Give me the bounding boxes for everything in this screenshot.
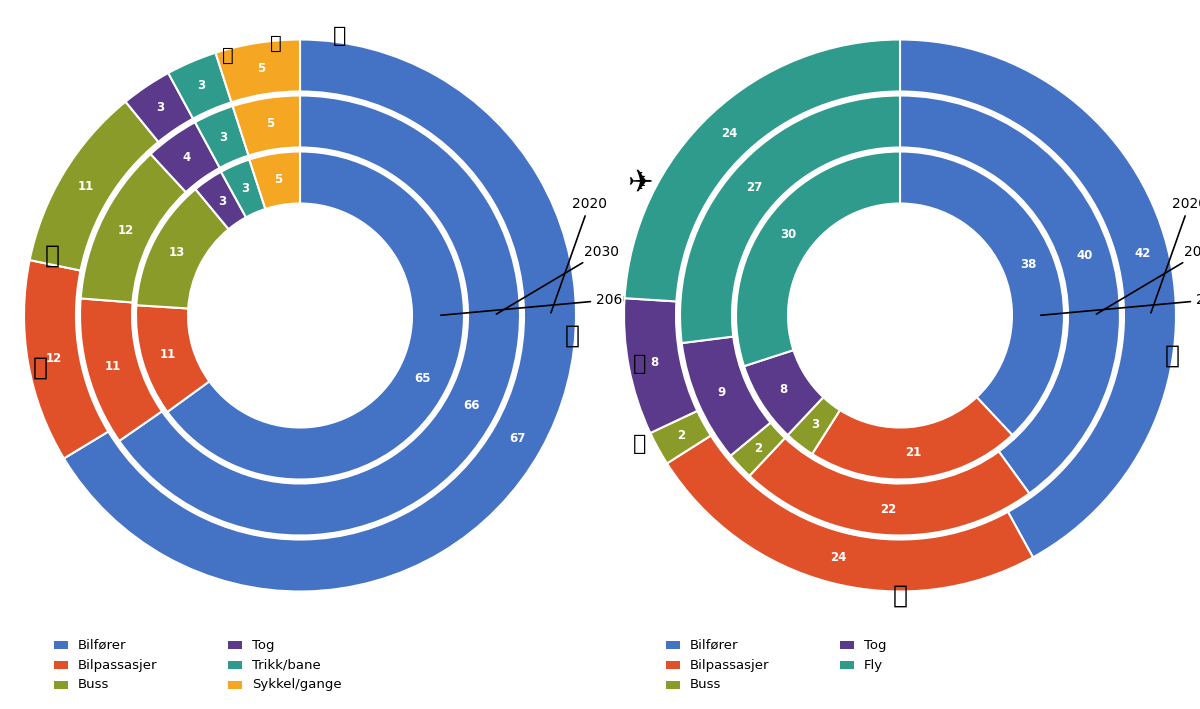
Wedge shape [680, 96, 900, 343]
Wedge shape [136, 305, 209, 412]
Text: 🚲: 🚲 [334, 26, 347, 45]
Wedge shape [900, 40, 1176, 557]
Text: Buss: Buss [690, 679, 721, 691]
Text: 22: 22 [880, 503, 896, 515]
Wedge shape [744, 350, 823, 435]
Text: Bilfører: Bilfører [690, 639, 738, 652]
Text: 2: 2 [755, 442, 763, 454]
Wedge shape [900, 152, 1064, 435]
Wedge shape [24, 260, 108, 459]
Text: 66: 66 [463, 399, 480, 412]
Text: Sykkel/gange: Sykkel/gange [252, 679, 342, 691]
Text: 3: 3 [198, 79, 205, 92]
Text: 2020: 2020 [1151, 196, 1200, 313]
Wedge shape [624, 40, 900, 301]
Text: 38: 38 [1020, 258, 1037, 272]
Text: 67: 67 [510, 432, 526, 445]
Text: 🚗: 🚗 [564, 323, 580, 347]
Text: 24: 24 [829, 551, 846, 564]
Wedge shape [119, 96, 520, 535]
Text: Bilfører: Bilfører [78, 639, 126, 652]
Text: 27: 27 [746, 181, 763, 194]
Text: 🚗: 🚗 [893, 584, 907, 608]
Wedge shape [194, 106, 248, 168]
Wedge shape [221, 160, 265, 218]
Wedge shape [167, 152, 464, 479]
Wedge shape [168, 52, 232, 118]
Text: 65: 65 [415, 372, 431, 385]
Text: 5: 5 [275, 173, 282, 186]
Text: 21: 21 [905, 447, 922, 459]
Text: 2030: 2030 [1097, 245, 1200, 314]
Wedge shape [667, 435, 1033, 591]
Text: Fly: Fly [864, 659, 883, 671]
Wedge shape [650, 411, 710, 464]
Text: 8: 8 [779, 383, 787, 396]
Text: 3: 3 [241, 182, 250, 196]
Wedge shape [196, 172, 246, 229]
Wedge shape [250, 152, 300, 209]
Text: 40: 40 [1076, 249, 1093, 262]
Text: 🚗: 🚗 [32, 355, 48, 379]
Text: 11: 11 [104, 359, 121, 373]
Wedge shape [900, 96, 1120, 493]
Text: 3: 3 [157, 101, 164, 114]
Text: 12: 12 [46, 352, 61, 364]
Wedge shape [233, 96, 300, 155]
Text: 3: 3 [811, 418, 820, 431]
Text: 🚆: 🚆 [634, 354, 647, 374]
Wedge shape [682, 337, 770, 456]
Wedge shape [749, 438, 1030, 535]
Text: 11: 11 [160, 347, 175, 360]
Text: 30: 30 [780, 228, 797, 241]
Text: 42: 42 [1134, 247, 1151, 259]
Text: 12: 12 [118, 225, 133, 238]
Wedge shape [80, 154, 186, 303]
Text: 3: 3 [220, 130, 228, 144]
Text: Bilpassasjer: Bilpassasjer [690, 659, 769, 671]
Text: Bilpassasjer: Bilpassasjer [78, 659, 157, 671]
Text: 2020: 2020 [551, 196, 607, 313]
Wedge shape [787, 397, 840, 454]
Text: 5: 5 [257, 62, 265, 75]
Text: Buss: Buss [78, 679, 109, 691]
Wedge shape [64, 40, 576, 591]
Text: 2060: 2060 [1040, 293, 1200, 316]
Text: 3: 3 [218, 195, 227, 208]
Text: 24: 24 [721, 127, 737, 140]
Wedge shape [126, 73, 193, 142]
Text: 🚊: 🚊 [270, 34, 282, 53]
Wedge shape [137, 189, 229, 308]
Text: 5: 5 [266, 118, 274, 130]
Wedge shape [731, 423, 785, 476]
Text: 🚌: 🚌 [44, 243, 60, 267]
Text: 4: 4 [182, 151, 191, 164]
Text: Trikk/bane: Trikk/bane [252, 659, 320, 671]
Text: 2: 2 [677, 430, 685, 442]
Wedge shape [736, 152, 900, 366]
Wedge shape [151, 122, 220, 192]
Wedge shape [812, 397, 1013, 479]
Text: 2030: 2030 [497, 245, 619, 314]
Text: 8: 8 [650, 356, 659, 369]
Wedge shape [216, 40, 300, 102]
Text: Tog: Tog [864, 639, 887, 652]
Wedge shape [30, 101, 158, 271]
Text: 🚌: 🚌 [634, 433, 647, 454]
Text: 2060: 2060 [440, 293, 631, 316]
Wedge shape [80, 298, 162, 441]
Wedge shape [624, 298, 697, 433]
Text: 13: 13 [169, 246, 185, 259]
Text: 🚆: 🚆 [222, 46, 234, 65]
Text: 🚗: 🚗 [1164, 343, 1180, 367]
Text: 9: 9 [718, 386, 726, 399]
Text: Tog: Tog [252, 639, 275, 652]
Text: 11: 11 [78, 179, 95, 193]
Text: ✈: ✈ [628, 169, 653, 198]
